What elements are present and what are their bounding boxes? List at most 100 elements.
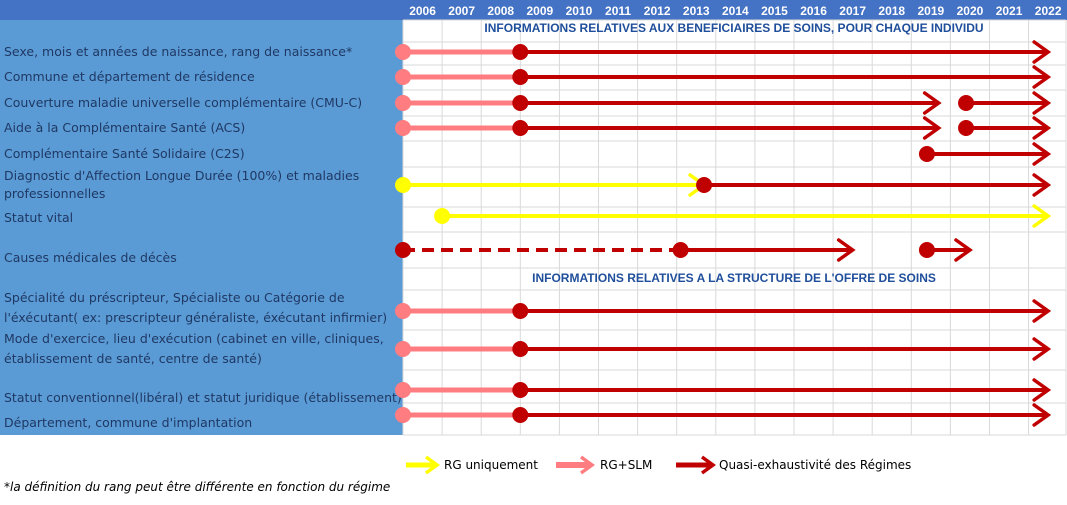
- year-tick-label: 2015: [761, 4, 788, 18]
- timeline-segment-rg: [434, 204, 1052, 228]
- timeline-segment-quasi: [512, 91, 942, 115]
- section-titles: INFORMATIONS RELATIVES AUX BENEFICIAIRES…: [484, 21, 983, 285]
- timeline-segment-quasi: [512, 403, 1052, 427]
- legend-label: RG+SLM: [600, 458, 652, 472]
- segment-start-dot: [395, 407, 411, 423]
- timeline-segment-rg: [395, 173, 708, 197]
- year-tick-label: 2017: [839, 4, 866, 18]
- row-label: Aide à la Complémentaire Santé (ACS): [4, 120, 245, 135]
- timeline-segment-quasi: [512, 337, 1052, 361]
- year-tick-label: 2011: [605, 4, 631, 18]
- year-tick-label: 2014: [722, 4, 749, 18]
- row-label: Couverture maladie universelle complémen…: [4, 95, 362, 110]
- segment-start-dot: [395, 120, 411, 136]
- timeline-segment-rgslm: [395, 120, 521, 136]
- row-label: Causes médicales de décès: [4, 250, 177, 265]
- row-label: Diagnostic d'Affection Longue Durée (100…: [4, 168, 359, 183]
- segment-arrowhead: [1032, 204, 1052, 228]
- segment-start-dot: [512, 69, 529, 85]
- year-tick-label: 2021: [996, 4, 1023, 18]
- segment-arrowhead: [1032, 403, 1052, 427]
- timeline-segment-quasi: [672, 238, 856, 262]
- year-tick-label: 2019: [917, 4, 944, 18]
- year-tick-label: 2006: [409, 4, 436, 18]
- timeline-segment-rgslm: [395, 303, 521, 319]
- footnote: *la définition du rang peut être différe…: [4, 480, 390, 494]
- segment-start-dot: [918, 242, 935, 258]
- row-label: Mode d'exercice, lieu d'exécution (cabin…: [4, 331, 384, 346]
- row-label: Département, commune d'implantation: [4, 415, 252, 430]
- timeline-segment-quasi: [958, 91, 1052, 115]
- segment-arrowhead: [1032, 299, 1052, 323]
- segment-start-dot: [512, 120, 529, 136]
- section-title: INFORMATIONS RELATIVES A LA STRUCTURE DE…: [532, 271, 936, 285]
- label-sidebar: [0, 20, 403, 435]
- legend-arrowhead: [579, 455, 595, 475]
- year-tick-label: 2016: [800, 4, 827, 18]
- timeline-segment-quasi: [958, 116, 1052, 140]
- timeline-segment-rgslm: [395, 341, 521, 357]
- timeline-segment-quasi: [696, 173, 1052, 197]
- segment-start-dot: [512, 382, 529, 398]
- segment-arrowhead: [1032, 65, 1052, 89]
- timeline-segment-rgslm: [395, 44, 521, 60]
- year-tick-label: 2010: [566, 4, 593, 18]
- segment-start-dot: [395, 177, 411, 193]
- segment-start-dot: [395, 69, 411, 85]
- row-label: Statut conventionnel(libéral) et statut …: [4, 390, 402, 405]
- timeline-segment-rgslm: [395, 382, 521, 398]
- year-tick-label: 2020: [957, 4, 984, 18]
- legend-arrowhead: [700, 455, 716, 475]
- year-tick-label: 2007: [448, 4, 475, 18]
- segment-start-dot: [958, 95, 975, 111]
- segment-start-dot: [512, 95, 529, 111]
- year-header-bar: [0, 0, 1067, 20]
- segment-start-dot: [395, 341, 411, 357]
- timeline-segment-quasi: [918, 238, 973, 262]
- legend-item-rgslm: RG+SLM: [556, 455, 652, 475]
- segment-arrowhead: [1032, 116, 1052, 140]
- segment-start-dot: [395, 242, 411, 258]
- row-label: établissement de santé, centre de santé): [4, 351, 262, 366]
- segment-arrowhead: [922, 116, 942, 140]
- segment-start-dot: [696, 177, 713, 193]
- row-label: Statut vital: [4, 210, 73, 225]
- segment-arrowhead: [1032, 142, 1052, 166]
- segment-arrowhead: [1032, 337, 1052, 361]
- segment-start-dot: [512, 341, 529, 357]
- segment-start-dot: [395, 44, 411, 60]
- row-label: Sexe, mois et années de naissance, rang …: [4, 44, 352, 59]
- timeline-segment-quasi: [918, 142, 1052, 166]
- legend-item-quasi: Quasi-exhaustivité des Régimes: [676, 455, 911, 475]
- row-label: professionnelles: [4, 186, 105, 201]
- row-labels: Sexe, mois et années de naissance, rang …: [4, 44, 402, 430]
- segment-arrowhead: [1032, 40, 1052, 64]
- timeline-segment-quasi: [395, 242, 681, 258]
- segment-start-dot: [918, 146, 935, 162]
- segment-arrowhead: [1032, 91, 1052, 115]
- year-ticks: 2006 2007 2008 2009 2010 2011 2012 2013 2014 2015…: [409, 4, 1062, 18]
- segment-start-dot: [395, 95, 411, 111]
- timeline-segment-quasi: [512, 378, 1052, 402]
- legend: RG uniquement RG+SLM Quasi-exhaustivité de…: [406, 455, 911, 475]
- segment-start-dot: [672, 242, 689, 258]
- row-label: Spécialité du préscripteur, Spécialiste …: [4, 290, 345, 305]
- year-tick-label: 2013: [683, 4, 710, 18]
- timeline-segment-rgslm: [395, 407, 521, 423]
- timeline-segment-rgslm: [395, 95, 521, 111]
- segment-arrowhead: [1032, 173, 1052, 197]
- segment-start-dot: [512, 44, 529, 60]
- legend-label: Quasi-exhaustivité des Régimes: [719, 458, 911, 472]
- segment-start-dot: [958, 120, 975, 136]
- grid-lines: [402, 19, 1067, 436]
- segment-arrowhead: [954, 238, 973, 262]
- year-tick-label: 2009: [526, 4, 553, 18]
- timeline-segment-quasi: [512, 299, 1052, 323]
- year-tick-label: 2022: [1035, 4, 1062, 18]
- row-label: l'éxécutant( ex: prescripteur généralist…: [4, 310, 387, 325]
- segment-arrowhead: [1032, 378, 1052, 402]
- timeline-segment-rgslm: [395, 69, 521, 85]
- row-label: Complémentaire Santé Solidaire (C2S): [4, 146, 245, 161]
- segment-arrowhead: [922, 91, 942, 115]
- segment-start-dot: [512, 303, 529, 319]
